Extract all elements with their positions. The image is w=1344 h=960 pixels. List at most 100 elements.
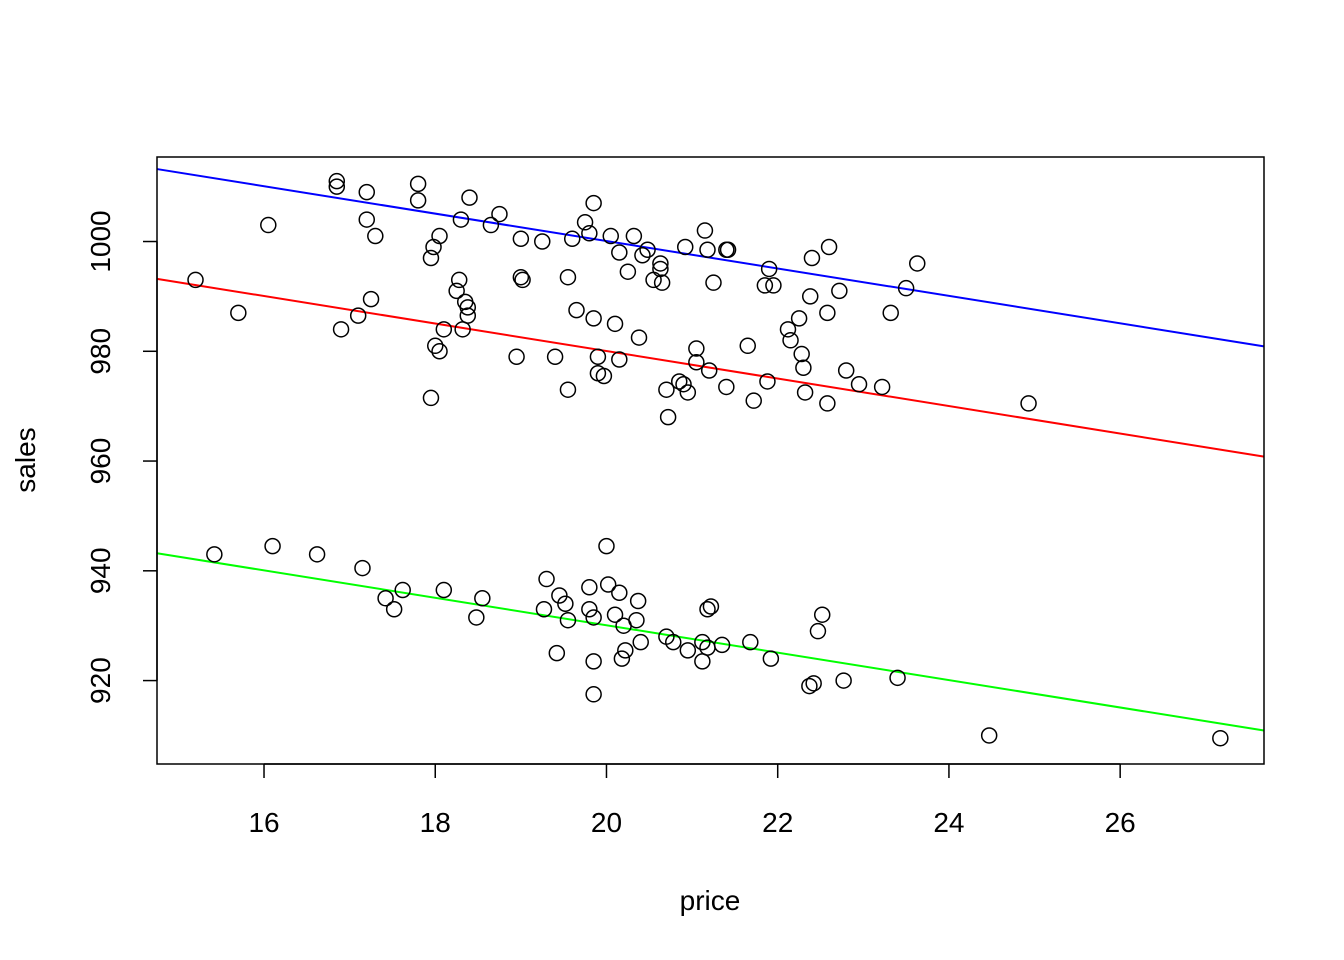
data-point (514, 271, 531, 289)
data-point (585, 194, 602, 212)
data-point (639, 241, 656, 259)
data-point (718, 378, 735, 396)
data-point (598, 537, 615, 555)
x-tick-label: 24 (933, 807, 964, 838)
data-point (308, 546, 326, 563)
data-point (508, 348, 525, 366)
data-point (538, 570, 555, 588)
y-tick-label: 980 (85, 328, 116, 375)
data-point (699, 241, 716, 259)
data-point (739, 337, 756, 355)
data-point (652, 255, 669, 272)
data-point (448, 282, 465, 300)
data-point (328, 178, 346, 195)
data-point (557, 595, 574, 612)
data-point (568, 301, 585, 319)
data-point (435, 321, 453, 338)
data-point (762, 650, 780, 667)
data-point (820, 238, 838, 256)
data-point (652, 260, 669, 278)
data-points (187, 172, 1229, 747)
data-point (602, 227, 620, 245)
data-point (617, 642, 634, 659)
data-point (606, 315, 624, 333)
data-point (459, 299, 477, 316)
data-point (559, 611, 577, 629)
data-point (599, 576, 617, 593)
data-point (819, 304, 836, 322)
data-point (606, 606, 624, 623)
data-point (700, 362, 718, 379)
data-point (882, 304, 899, 322)
data-point (328, 172, 346, 190)
data-point (819, 395, 836, 412)
x-tick-label: 16 (248, 807, 279, 838)
data-point (809, 622, 827, 640)
data-point (367, 227, 384, 245)
data-point (349, 307, 367, 324)
regression-line-2 (156, 277, 1265, 458)
data-point (795, 359, 812, 376)
data-point (760, 260, 778, 278)
data-point (422, 389, 440, 407)
data-point (779, 321, 797, 338)
y-axis-label: sales (10, 427, 41, 492)
data-point (611, 351, 628, 368)
data-point (581, 600, 598, 618)
data-point (630, 329, 648, 346)
data-point (431, 343, 448, 360)
data-point (897, 279, 915, 297)
data-point (358, 211, 376, 228)
data-point (1212, 729, 1229, 747)
data-point (759, 373, 776, 390)
data-point (837, 362, 855, 379)
data-point (756, 277, 774, 294)
data-point (619, 263, 637, 280)
data-point (850, 375, 868, 393)
data-point (491, 205, 508, 223)
data-point (782, 332, 799, 349)
data-point (628, 611, 645, 629)
data-point (613, 650, 631, 667)
data-point (377, 590, 394, 607)
data-point (790, 310, 808, 327)
data-point (679, 384, 697, 401)
data-point (801, 288, 819, 305)
data-point (671, 373, 688, 390)
data-point (576, 214, 594, 231)
data-point (658, 381, 675, 398)
y-axis: 920 940 960 980 1000 (85, 210, 158, 704)
data-point (585, 686, 602, 703)
x-tick-label: 22 (762, 807, 793, 838)
data-point (450, 271, 468, 289)
data-point (535, 600, 553, 618)
data-point (611, 584, 628, 602)
x-axis-label: price (680, 885, 741, 916)
data-point (581, 579, 598, 596)
data-point (805, 675, 822, 692)
data-point (422, 249, 440, 267)
data-point (563, 230, 581, 248)
data-point (409, 192, 427, 209)
data-point (581, 225, 598, 242)
data-point (548, 644, 566, 662)
data-point (585, 653, 602, 670)
data-point (426, 337, 444, 355)
y-tick-label: 940 (85, 547, 116, 594)
x-tick-label: 26 (1105, 807, 1136, 838)
y-tick-label: 1000 (85, 210, 116, 272)
data-point (589, 348, 607, 366)
data-point (512, 268, 530, 286)
data-point (611, 244, 628, 261)
data-point (705, 274, 722, 291)
data-point (551, 587, 568, 604)
data-point (813, 606, 831, 623)
data-point (431, 227, 448, 245)
data-point (676, 238, 694, 256)
data-point (796, 384, 814, 401)
data-point (835, 672, 852, 689)
data-point (980, 727, 998, 744)
data-point (459, 307, 477, 324)
